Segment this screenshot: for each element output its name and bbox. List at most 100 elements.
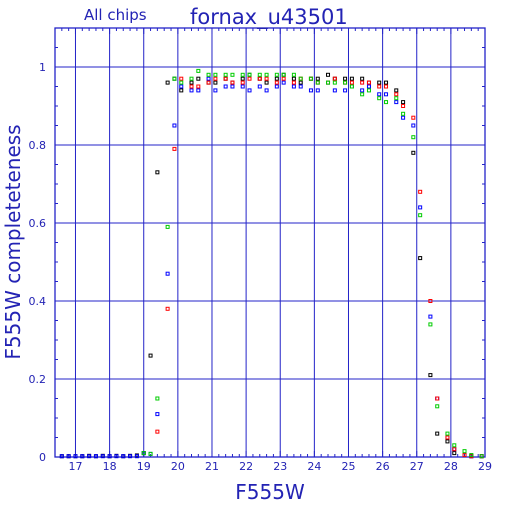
data-point [93,454,98,459]
y-axis-label: F555W completeteness [1,124,25,359]
data-point [291,80,296,85]
data-point [264,80,269,85]
data-point [179,80,184,85]
x-tick-label: 17 [68,460,82,473]
data-point [172,146,177,151]
data-point [332,80,337,85]
data-point [281,72,286,77]
x-tick-label: 26 [376,460,390,473]
data-point [59,454,64,459]
data-point [134,454,139,459]
data-point [349,84,354,89]
x-tick-labels: 17 18 19 20 21 22 23 24 25 26 27 28 29 [68,460,492,473]
data-point [240,80,245,85]
data-point [274,76,279,81]
data-point [274,72,279,77]
data-point [377,80,382,85]
data-point [230,72,235,77]
x-axis-label: F555W [235,480,305,504]
data-point [401,115,406,120]
chart-title: fornax_u43501 [190,5,348,30]
data-point [274,84,279,89]
data-point [332,88,337,93]
x-tick-label: 28 [444,460,458,473]
data-point [462,449,467,454]
data-point [394,88,399,93]
data-point [326,80,331,85]
data-point [73,454,78,459]
y-tick-label: 0.4 [29,295,47,308]
plot-frame [54,27,486,458]
data-point [196,88,201,93]
data-point [394,96,399,101]
data-point [223,84,228,89]
data-point [445,439,450,444]
data-point [165,224,170,229]
data-point [206,72,211,77]
data-point [343,80,348,85]
data-point [360,88,365,93]
data-point [298,84,303,89]
data-point [121,454,126,459]
data-point [189,80,194,85]
data-point [155,170,160,175]
data-point [435,396,440,401]
data-point [189,76,194,81]
data-point [172,123,177,128]
data-point [189,88,194,93]
data-point [394,100,399,105]
data-point [196,68,201,73]
data-point [418,256,423,261]
data-point [100,454,105,459]
data-point [308,76,313,81]
data-point [418,189,423,194]
data-point [196,84,201,89]
data-point [230,80,235,85]
data-point [189,84,194,89]
data-point [274,80,279,85]
y-tick-label: 0.6 [29,217,47,230]
data-point [298,76,303,81]
data-point [308,88,313,93]
data-point [230,84,235,89]
data-point [343,88,348,93]
data-point [165,271,170,276]
data-point [452,451,457,456]
data-point [298,80,303,85]
data-point [206,80,211,85]
axis-ticks [55,27,486,458]
data-point [213,76,218,81]
data-point [428,322,433,327]
data-point [366,88,371,93]
data-point [213,72,218,77]
data-point [462,453,467,458]
y-tick-label: 0.2 [29,373,47,386]
data-point [384,100,389,105]
data-point [155,396,160,401]
data-point [479,454,484,459]
data-point [418,213,423,218]
data-point [326,72,331,77]
data-point [411,150,416,155]
data-point [411,115,416,120]
x-tick-label: 19 [137,460,151,473]
grid [55,28,485,457]
data-point [428,314,433,319]
x-tick-label: 27 [410,460,424,473]
data-point [141,451,146,456]
data-point [240,72,245,77]
data-point [428,299,433,303]
data-point [281,80,286,85]
data-point [452,447,457,452]
data-point [206,76,211,81]
data-point [418,205,423,210]
data-point [349,76,354,81]
data-point [257,76,262,81]
data-point [213,80,218,85]
x-tick-label: 22 [239,460,253,473]
data-point [247,76,252,81]
data-point [264,88,269,93]
data-point [366,80,371,85]
data-point [401,104,406,108]
